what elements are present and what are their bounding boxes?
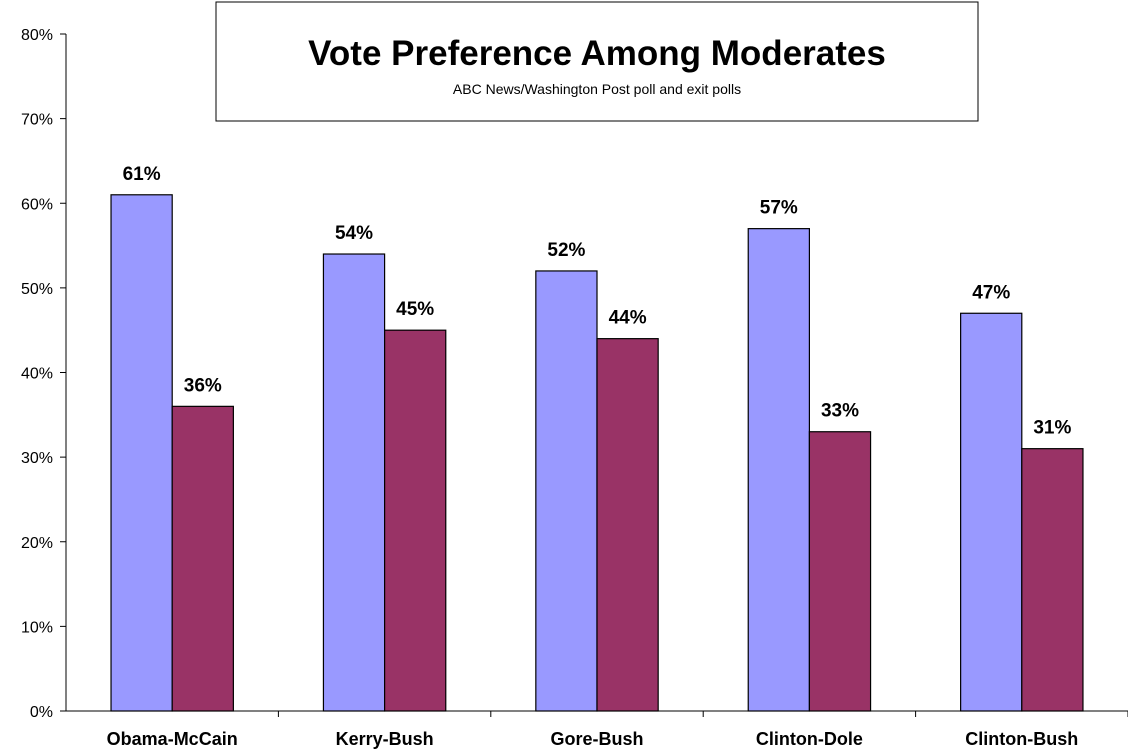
data-label: 47% (972, 282, 1010, 303)
bar (960, 312, 1023, 712)
category-label: Clinton-Dole (756, 729, 863, 749)
bar (171, 405, 234, 712)
chart-title: Vote Preference Among Moderates (308, 34, 886, 73)
labels-layer: 61% 36% Obama-McCain 54% 45% Kerry-Bush 52% 44%… (107, 164, 1079, 749)
y-tick-label: 80% (21, 27, 53, 44)
ticks-layer: 0% 10% 20% 30% 40% 50% 60% 70% 80% (21, 27, 1128, 721)
title-box-frame (215, 1, 979, 122)
y-tick-label: 50% (21, 281, 53, 298)
chart-subtitle: ABC News/Washington Post poll and exit p… (453, 81, 741, 97)
bar (596, 338, 659, 712)
bar (808, 431, 872, 712)
data-label: 44% (609, 308, 647, 329)
y-tick-label: 60% (21, 196, 53, 213)
data-label: 61% (123, 164, 161, 185)
y-tick-label: 0% (30, 704, 53, 721)
category-label: Kerry-Bush (336, 729, 434, 749)
data-label: 31% (1033, 418, 1071, 439)
data-label: 54% (335, 223, 373, 244)
category-label: Gore-Bush (550, 729, 643, 749)
y-tick-label: 40% (21, 366, 53, 383)
title-box: Vote Preference Among Moderates ABC News… (215, 1, 979, 122)
y-tick-label: 10% (21, 619, 53, 636)
y-tick-label: 20% (21, 535, 53, 552)
bars-layer (110, 194, 1084, 712)
bar (747, 228, 811, 712)
y-tick-label: 30% (21, 450, 53, 467)
data-label: 52% (547, 240, 585, 261)
bar (535, 270, 598, 712)
data-label: 45% (396, 299, 434, 320)
bar (322, 253, 386, 712)
category-label: Clinton-Bush (965, 729, 1078, 749)
data-label: 33% (821, 401, 859, 422)
data-label: 36% (184, 375, 222, 396)
category-label: Obama-McCain (107, 729, 238, 749)
bar (1021, 448, 1084, 712)
y-tick-label: 70% (21, 112, 53, 129)
data-label: 57% (760, 198, 798, 219)
bar (110, 194, 173, 712)
bar (384, 329, 447, 712)
